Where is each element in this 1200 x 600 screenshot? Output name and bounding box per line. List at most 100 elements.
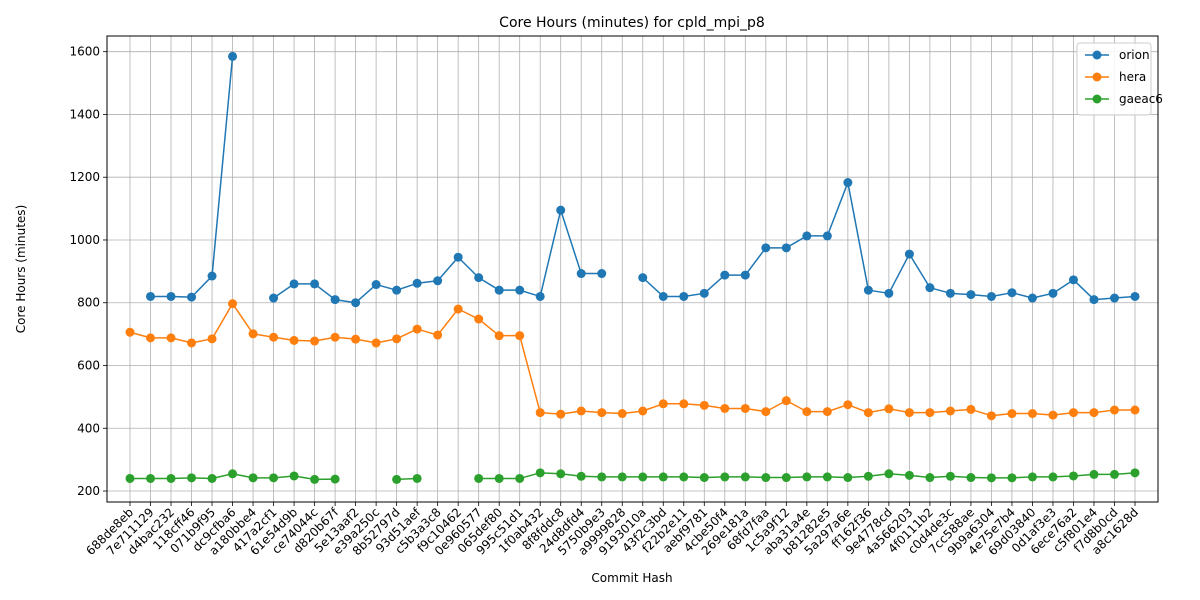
gaeac6-point — [1007, 473, 1017, 483]
hera-point — [187, 338, 197, 348]
plot-frame — [106, 35, 1159, 503]
gaeac6-point — [986, 473, 996, 483]
hera-point — [474, 314, 484, 324]
gaeac6-point — [474, 473, 484, 483]
orion-point — [371, 280, 381, 290]
orion-point — [228, 51, 238, 61]
y-axis-title: Core Hours (minutes) — [14, 205, 28, 334]
legend-label-gaeac6: gaeac6 — [1119, 92, 1163, 106]
hera-point — [289, 335, 299, 345]
gaeac6-point — [412, 473, 422, 483]
hera-point — [822, 407, 832, 417]
orion-point — [494, 285, 504, 295]
hera-point — [494, 331, 504, 341]
gaeac6-point — [945, 471, 955, 481]
gaeac6-point — [617, 472, 627, 482]
hera-point — [351, 334, 361, 344]
hera-point — [761, 407, 771, 417]
hera-point — [781, 396, 791, 406]
hera-point — [228, 299, 238, 309]
orion-point — [638, 273, 648, 283]
y-tick-label: 1600 — [69, 45, 100, 59]
orion-point — [474, 273, 484, 283]
gaeac6-point — [228, 469, 238, 479]
legend: orion hera gaeac6 — [1076, 42, 1163, 116]
orion-point — [1130, 291, 1140, 301]
hera-point — [207, 334, 217, 344]
gaeac6-point — [269, 473, 279, 483]
orion-point — [207, 271, 217, 281]
hera-point — [658, 399, 668, 409]
gaeac6-point — [1089, 469, 1099, 479]
hera-point — [515, 331, 525, 341]
y-tick-label: 200 — [77, 484, 100, 498]
gaeac6-point — [1027, 472, 1037, 482]
hera-point — [699, 400, 709, 410]
hera-point — [679, 399, 689, 409]
orion-point — [966, 290, 976, 300]
orion-point — [556, 205, 566, 215]
orion-point — [1109, 293, 1119, 303]
hera-point — [597, 408, 607, 418]
hera-point — [453, 304, 463, 314]
gaeac6-point — [576, 471, 586, 481]
gaeac6-point — [248, 473, 258, 483]
orion-point — [945, 288, 955, 298]
gaeac6-point — [884, 469, 894, 479]
orion-point — [904, 249, 914, 259]
gaeac6-point — [679, 472, 689, 482]
hera-point — [802, 407, 812, 417]
hera-point — [248, 329, 258, 339]
orion-point — [515, 285, 525, 295]
gaeac6-point — [187, 473, 197, 483]
orion-point — [412, 278, 422, 288]
y-tick-label: 1200 — [69, 170, 100, 184]
gaeac6-point — [925, 473, 935, 483]
orion-point — [720, 270, 730, 280]
orion-point — [289, 279, 299, 289]
gaeac6-point — [658, 472, 668, 482]
gaeac6-point — [638, 472, 648, 482]
orion-point — [330, 295, 340, 305]
gaeac6-point — [1109, 469, 1119, 479]
hera-point — [1007, 409, 1017, 419]
gaeac6-point — [535, 468, 545, 478]
orion-point — [187, 292, 197, 302]
orion-point — [925, 283, 935, 293]
orion-point — [576, 269, 586, 279]
gaeac6-point — [392, 474, 402, 484]
hera-point — [371, 338, 381, 348]
orion-point — [986, 291, 996, 301]
gaeac6-point — [494, 473, 504, 483]
hera-point — [1027, 409, 1037, 419]
gaeac6-point — [802, 472, 812, 482]
legend-marker-orion — [1092, 50, 1102, 60]
gaeac6-point — [781, 473, 791, 483]
hera-point — [966, 404, 976, 414]
hera-point — [843, 400, 853, 410]
y-tick-label: 1000 — [69, 233, 100, 247]
hera-point — [617, 409, 627, 419]
legend-label-orion: orion — [1119, 48, 1150, 62]
orion-point — [1089, 295, 1099, 305]
gaeac6-point — [761, 473, 771, 483]
x-axis-title: Commit Hash — [591, 571, 672, 585]
orion-point — [1007, 288, 1017, 298]
plot-area — [107, 36, 1158, 502]
legend-marker-hera — [1092, 72, 1102, 82]
y-tick-label: 1400 — [69, 107, 100, 121]
gaeac6-point — [330, 474, 340, 484]
orion-point — [1068, 275, 1078, 285]
hera-point — [1089, 408, 1099, 418]
orion-point — [166, 291, 176, 301]
gaeac6-point — [1068, 471, 1078, 481]
hera-point — [330, 332, 340, 342]
orion-point — [433, 276, 443, 286]
hera-point — [166, 333, 176, 343]
legend-label-hera: hera — [1119, 70, 1146, 84]
gaeac6-point — [556, 469, 566, 479]
orion-point — [699, 288, 709, 298]
hera-point — [986, 411, 996, 421]
orion-point — [843, 178, 853, 188]
gaeac6-point — [863, 471, 873, 481]
